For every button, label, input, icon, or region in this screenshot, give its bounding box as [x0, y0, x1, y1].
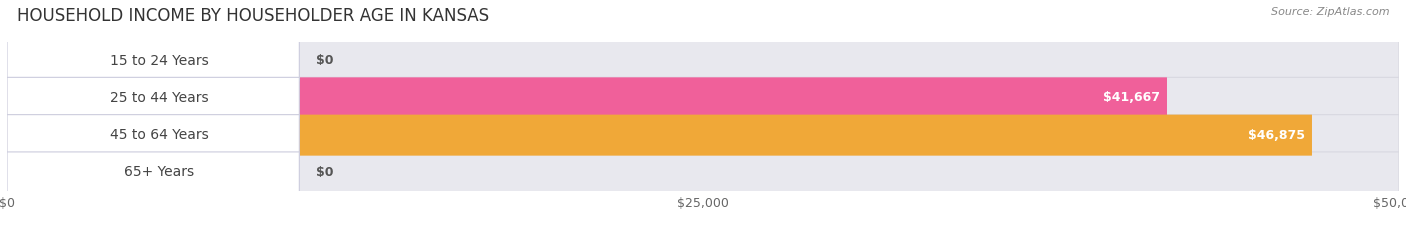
- Text: 45 to 64 Years: 45 to 64 Years: [110, 128, 208, 142]
- Text: $0: $0: [316, 54, 333, 67]
- FancyBboxPatch shape: [7, 115, 299, 156]
- FancyBboxPatch shape: [7, 77, 1399, 118]
- Text: 25 to 44 Years: 25 to 44 Years: [110, 91, 208, 105]
- Text: 15 to 24 Years: 15 to 24 Years: [110, 54, 208, 68]
- FancyBboxPatch shape: [7, 40, 1399, 81]
- FancyBboxPatch shape: [7, 152, 299, 193]
- FancyBboxPatch shape: [7, 77, 299, 118]
- FancyBboxPatch shape: [7, 115, 1312, 156]
- Text: $0: $0: [316, 166, 333, 179]
- FancyBboxPatch shape: [7, 77, 1167, 118]
- Text: Source: ZipAtlas.com: Source: ZipAtlas.com: [1271, 7, 1389, 17]
- Text: $46,875: $46,875: [1249, 129, 1305, 142]
- FancyBboxPatch shape: [7, 40, 299, 81]
- FancyBboxPatch shape: [7, 115, 1399, 156]
- Text: 65+ Years: 65+ Years: [124, 165, 194, 179]
- Text: HOUSEHOLD INCOME BY HOUSEHOLDER AGE IN KANSAS: HOUSEHOLD INCOME BY HOUSEHOLDER AGE IN K…: [17, 7, 489, 25]
- Text: $41,667: $41,667: [1104, 91, 1160, 104]
- FancyBboxPatch shape: [7, 152, 1399, 193]
